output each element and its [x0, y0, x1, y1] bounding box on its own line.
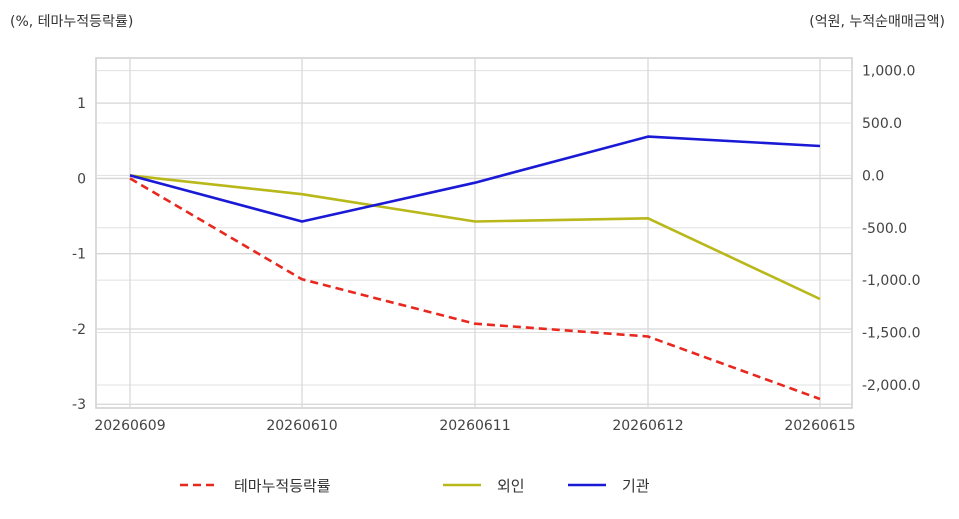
left-tick-label: 0 [77, 171, 86, 187]
legend: 테마누적등락률 외인 기관 [180, 477, 650, 495]
left-axis-unit-label: (%, 테마누적등락률) [10, 14, 133, 30]
x-tick-label: 20260612 [612, 418, 683, 434]
right-tick-label: -2,000.0 [862, 378, 921, 394]
x-tick-label: 20260615 [784, 418, 855, 434]
plot-border [95, 57, 853, 409]
x-tick-label: 20260609 [94, 418, 165, 434]
series-line [129, 174, 821, 301]
series-lines [129, 135, 821, 401]
series-line [129, 177, 821, 401]
right-axis-unit-label: (억원, 누적순매매금액) [809, 14, 945, 30]
right-tick-label: -1,500.0 [862, 326, 921, 342]
x-tick-label: 20260611 [439, 418, 510, 434]
left-tick-label: -3 [72, 397, 86, 413]
x-tick-label: 20260610 [266, 418, 337, 434]
left-tick-label: 1 [77, 96, 86, 112]
legend-label: 기관 [622, 477, 650, 495]
right-tick-label: 1,000.0 [862, 64, 915, 80]
right-tick-label: -1,000.0 [862, 273, 921, 289]
legend-label: 테마누적등락률 [234, 477, 331, 495]
left-tick-label: -2 [72, 322, 86, 338]
right-tick-label: 0.0 [862, 168, 884, 184]
axis-ticks: 1 0 -1 -2 -3 1,000.0 500.0 0.0 -500.0 -1,000.0 -1,… [72, 64, 920, 434]
right-tick-label: -500.0 [862, 221, 907, 237]
legend-label: 외인 [497, 477, 525, 495]
series-line [129, 135, 821, 223]
right-tick-label: 500.0 [862, 116, 902, 132]
left-tick-label: -1 [72, 247, 86, 263]
plot-grid [95, 57, 853, 409]
